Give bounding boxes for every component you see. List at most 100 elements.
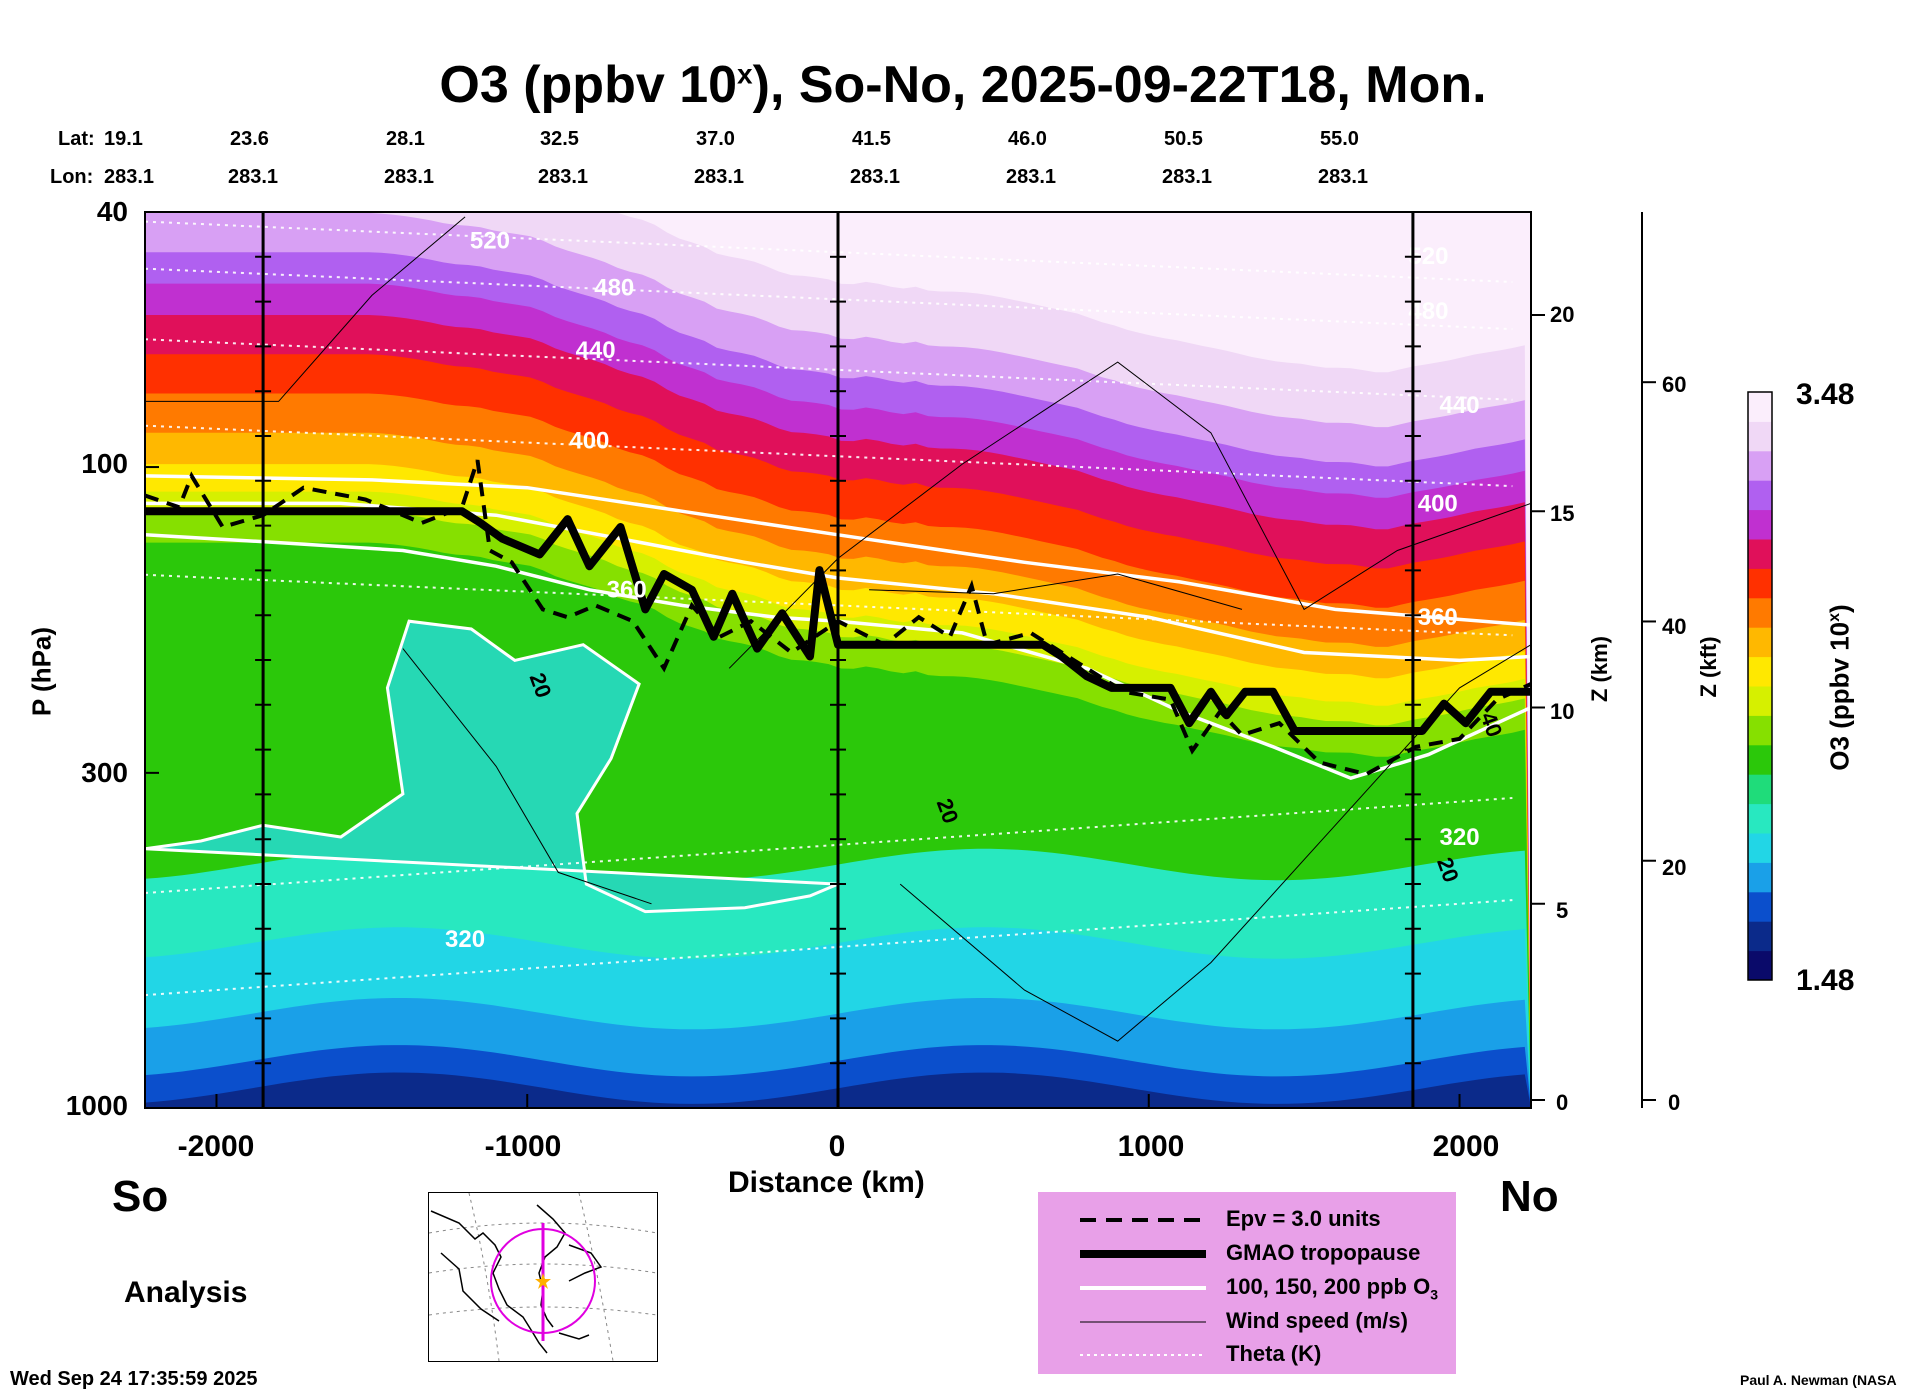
y-tick-label: 40 xyxy=(96,196,128,227)
legend-item-ozone: 100, 150, 200 ppb O3 xyxy=(1038,1273,1456,1303)
colorbar-step xyxy=(1748,597,1772,628)
x-tick-label: -2000 xyxy=(177,1130,255,1163)
colorbar-step xyxy=(1748,715,1772,746)
theta-label: 320 xyxy=(445,926,485,953)
lat-label: Lat: xyxy=(58,128,95,150)
y-tick-label: 1000 xyxy=(65,1090,128,1121)
zkft-tick-label: 60 xyxy=(1662,372,1687,397)
zkm-tick-label: 20 xyxy=(1550,302,1575,327)
lon-label: Lon: xyxy=(50,166,94,188)
colorbar-axis-label: O3 (ppbv 10x) xyxy=(1824,604,1855,771)
wind-speed-line xyxy=(899,644,1531,1042)
colorbar-step xyxy=(1748,421,1772,452)
timestamp: Wed Sep 24 17:35:59 2025 xyxy=(10,1368,258,1390)
wind-speed-line xyxy=(728,361,1531,669)
colorbar-min-label: 1.48 xyxy=(1796,964,1855,997)
theta-label: 480 xyxy=(594,274,634,301)
colorbar-step xyxy=(1748,921,1772,952)
x-tick-label: 0 xyxy=(828,1130,846,1163)
lat-value: 32.5 xyxy=(540,128,579,150)
x-tick-label: 2000 xyxy=(1432,1130,1500,1163)
north-label: No xyxy=(1500,1172,1559,1221)
lat-value: 23.6 xyxy=(230,128,269,150)
lon-value: 283.1 xyxy=(1318,166,1369,188)
colorbar-step xyxy=(1748,950,1772,981)
legend-item-epv: Epv = 3.0 units xyxy=(1038,1205,1456,1235)
zkm-tick-label: 15 xyxy=(1550,501,1575,526)
colorbar-step xyxy=(1748,656,1772,687)
zkm-tick-label: 5 xyxy=(1556,898,1569,923)
colorbar-step xyxy=(1748,509,1772,540)
track-map xyxy=(428,1192,658,1362)
zkft-tick-label: 0 xyxy=(1668,1090,1681,1115)
x-tick-label: 1000 xyxy=(1117,1130,1185,1163)
lat-value: 55.0 xyxy=(1320,128,1359,150)
lat-value: 50.5 xyxy=(1164,128,1203,150)
colorbar-step xyxy=(1748,803,1772,834)
lat-value: 37.0 xyxy=(696,128,735,150)
zkft-tick-label: 40 xyxy=(1662,614,1687,639)
lat-value: 28.1 xyxy=(386,128,425,150)
colorbar-step xyxy=(1748,480,1772,511)
zkft-tick-label: 20 xyxy=(1662,855,1687,880)
colorbar-step xyxy=(1748,392,1772,422)
colorbar-step xyxy=(1748,539,1772,569)
lon-value: 283.1 xyxy=(850,166,901,188)
x-axis-label: Distance (km) xyxy=(728,1166,925,1199)
legend: Epv = 3.0 units GMAO tropopause 100, 150… xyxy=(1038,1192,1456,1374)
south-label: So xyxy=(112,1172,169,1221)
legend-item-wind: Wind speed (m/s) xyxy=(1038,1307,1456,1337)
wind-speed-line xyxy=(145,216,466,402)
y-tick-label: 100 xyxy=(81,448,128,479)
y-tick-label: 300 xyxy=(81,757,128,788)
theta-label: 360 xyxy=(1418,604,1458,631)
legend-label: GMAO tropopause xyxy=(1226,1240,1421,1265)
colorbar-step xyxy=(1748,833,1772,863)
colorbar-step xyxy=(1748,568,1772,599)
star-icon xyxy=(535,1273,551,1289)
legend-label: Epv = 3.0 units xyxy=(1226,1206,1381,1231)
coastline-icon xyxy=(430,1204,603,1354)
theta-label: 400 xyxy=(1418,490,1458,517)
tropopause-line xyxy=(145,507,1531,735)
lon-value: 283.1 xyxy=(384,166,435,188)
lat-value: 46.0 xyxy=(1008,128,1047,150)
colorbar-step xyxy=(1748,744,1772,775)
lon-value: 283.1 xyxy=(1162,166,1213,188)
lon-value: 283.1 xyxy=(538,166,589,188)
credit-label: Paul A. Newman (NASA xyxy=(1740,1372,1897,1388)
x-tick-label: -1000 xyxy=(484,1130,562,1163)
colorbar-step xyxy=(1748,774,1772,805)
lon-value: 283.1 xyxy=(694,166,745,188)
theta-label: 360 xyxy=(607,577,647,604)
lat-value: 19.1 xyxy=(104,128,143,150)
colorbar-step xyxy=(1748,450,1772,481)
colorbar-max-label: 3.48 xyxy=(1796,378,1855,411)
legend-label: 100, 150, 200 ppb O3 xyxy=(1226,1274,1439,1303)
legend-label: Wind speed (m/s) xyxy=(1226,1308,1408,1333)
ozone-100ppb-region xyxy=(145,619,839,914)
theta-label: 440 xyxy=(576,337,616,364)
colorbar-step xyxy=(1748,862,1772,893)
legend-item-theta: Theta (K) xyxy=(1038,1340,1456,1370)
legend-item-tropopause: GMAO tropopause xyxy=(1038,1239,1456,1269)
lon-value: 283.1 xyxy=(228,166,279,188)
zkm-tick-label: 10 xyxy=(1550,699,1575,724)
theta-label: 400 xyxy=(569,427,609,454)
lat-value: 41.5 xyxy=(852,128,891,150)
colorbar-step xyxy=(1748,627,1772,658)
chart-title: O3 (ppbv 10x), So-No, 2025-09-22T18, Mon… xyxy=(439,56,1487,114)
analysis-label: Analysis xyxy=(124,1276,248,1309)
wind-speed-line xyxy=(402,648,652,905)
lon-value: 283.1 xyxy=(104,166,155,188)
theta-label: 520 xyxy=(470,227,510,254)
colorbar-step xyxy=(1748,891,1772,922)
theta-label: 440 xyxy=(1440,392,1480,419)
legend-label: Theta (K) xyxy=(1226,1341,1322,1366)
zkm-tick-label: 0 xyxy=(1556,1090,1569,1115)
lon-value: 283.1 xyxy=(1006,166,1057,188)
wind-speed-line xyxy=(869,573,1243,610)
colorbar-frame xyxy=(1747,391,1773,981)
